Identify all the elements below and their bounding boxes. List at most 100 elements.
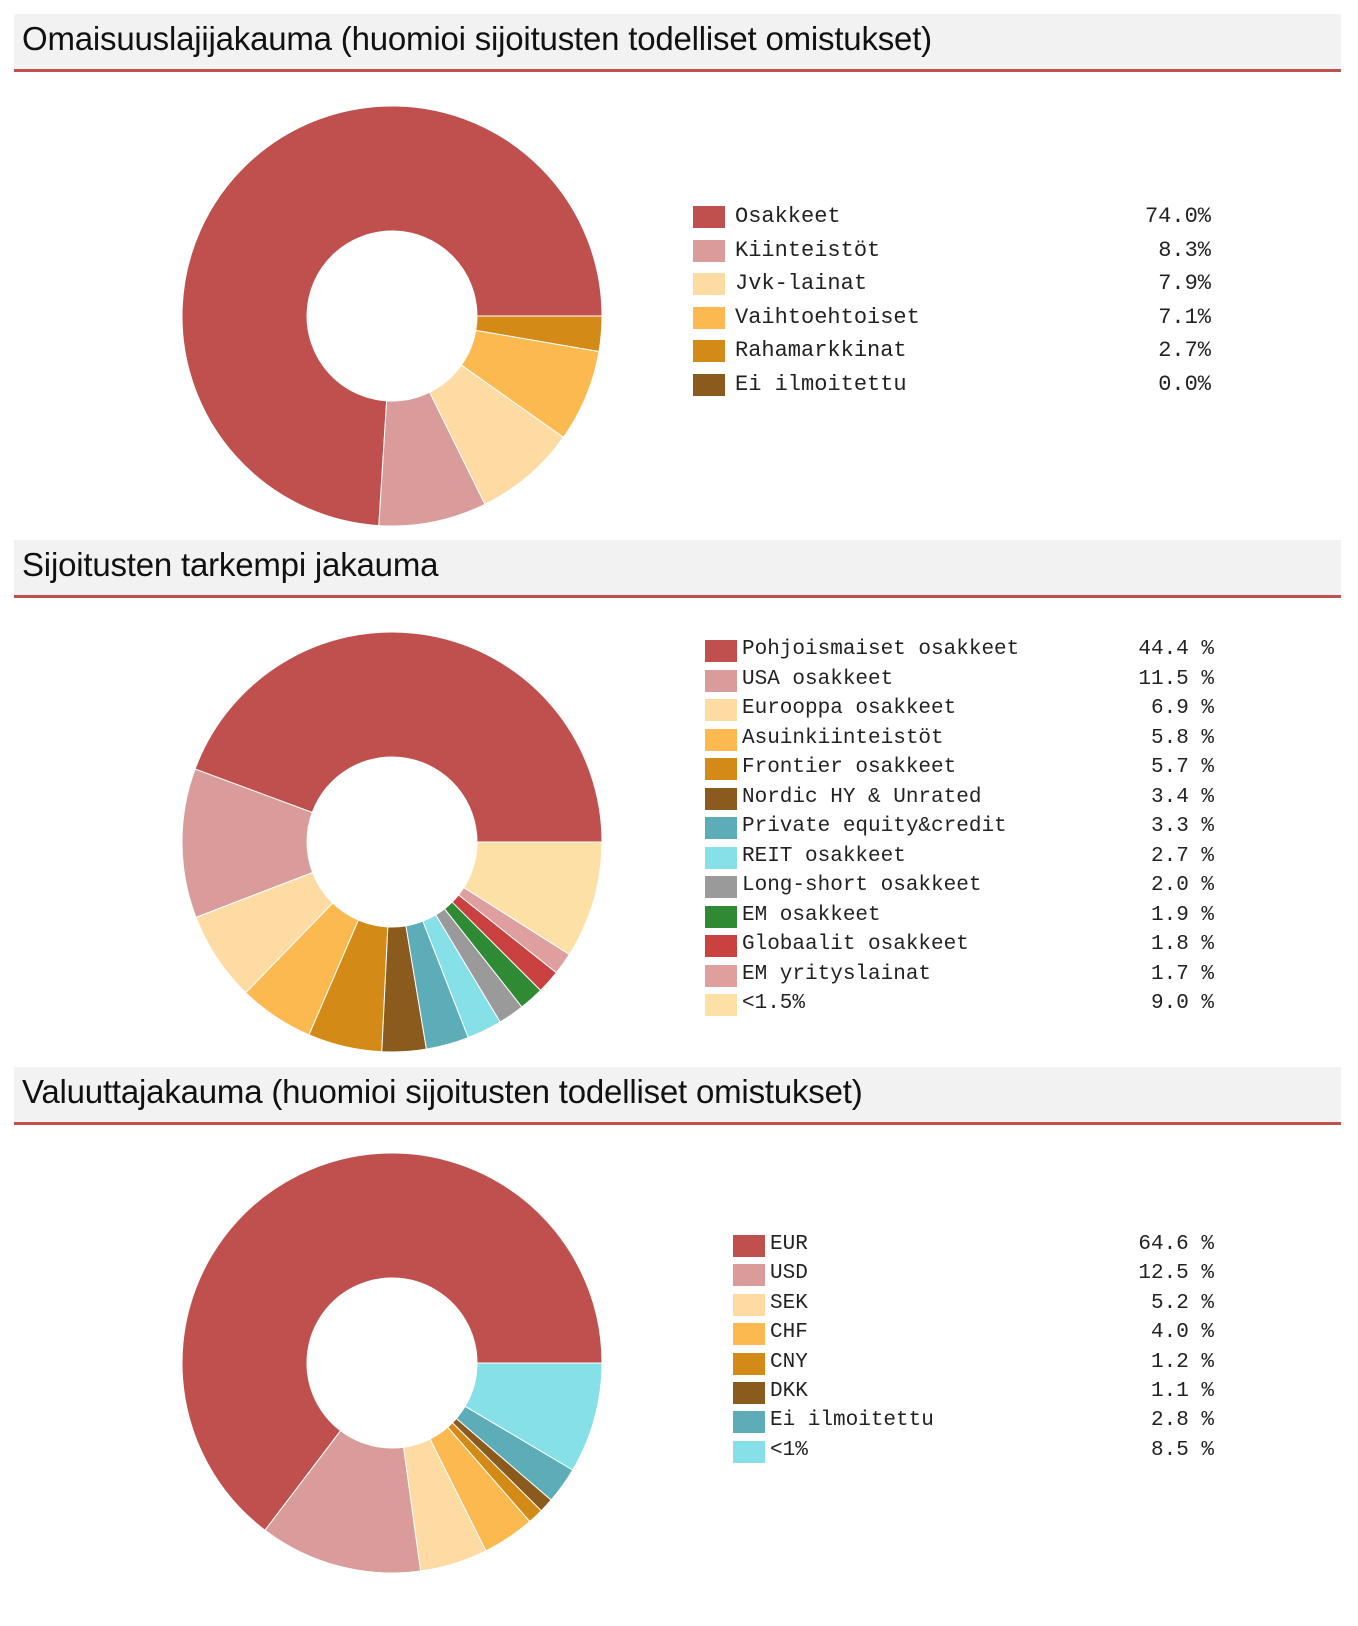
legend-label: Frontier osakkeet <box>742 756 957 779</box>
legend-value: 9.0 % <box>1150 992 1214 1015</box>
pie-slice-1-5 <box>463 841 603 956</box>
legend-label: Globaalit osakkeet <box>742 933 969 956</box>
legend-swatch <box>693 340 725 363</box>
legend-value: 0.0% <box>1158 372 1211 397</box>
legend-label: USD <box>770 1262 808 1286</box>
legend-entry-nordic-hy-unrated: Nordic HY & Unrated 3.4 % <box>705 786 1214 814</box>
legend-entry-asuinkiinteist-t: Asuinkiinteistöt 5.8 % <box>705 727 1214 755</box>
legend-value: 5.2 % <box>1150 1291 1214 1315</box>
legend-swatch <box>705 817 737 839</box>
legend-entry-sek: SEK 5.2 % <box>733 1292 1214 1320</box>
legend-swatch <box>705 699 737 721</box>
section-header: Omaisuuslajijakauma (huomioi sijoitusten… <box>14 14 1341 72</box>
legend-swatch <box>693 306 725 329</box>
legend-label: EM yrityslainat <box>742 962 932 986</box>
legend-value: 12.5 % <box>1138 1262 1214 1286</box>
legend-entry-usa-osakkeet: USA osakkeet 11.5 % <box>705 668 1214 696</box>
legend-entry-1-5: <1.5% 9.0 % <box>705 992 1214 1020</box>
detailed-allocation-donut-chart <box>181 631 603 1053</box>
legend-swatch <box>705 846 737 869</box>
legend-swatch <box>733 1293 765 1316</box>
legend-label: Kiinteistöt <box>735 237 881 263</box>
legend-swatch <box>733 1235 765 1257</box>
legend-label: Ei ilmoitettu <box>770 1409 934 1433</box>
legend-entry-eurooppa-osakkeet: Eurooppa osakkeet 6.9 % <box>705 697 1214 725</box>
pie-slice-usd <box>264 1429 422 1574</box>
legend-swatch <box>705 758 737 780</box>
legend-swatch <box>693 273 725 296</box>
legend-label: Nordic HY & Unrated <box>742 785 982 809</box>
legend-label: SEK <box>770 1291 808 1315</box>
asset-class-donut-chart <box>181 105 603 527</box>
legend-label: Eurooppa osakkeet <box>742 697 957 720</box>
legend-swatch <box>705 905 737 928</box>
legend-entry-em-osakkeet: EM osakkeet 1.9 % <box>705 904 1214 932</box>
legend-entry-eur: EUR 64.6 % <box>733 1233 1214 1261</box>
legend-label: REIT osakkeet <box>742 844 906 868</box>
legend-label: Pohjoismaiset osakkeet <box>742 638 1020 661</box>
section-title: Sijoitusten tarkempi jakauma <box>22 546 439 583</box>
legend-label: <1.5% <box>742 992 806 1015</box>
legend-swatch <box>705 787 737 810</box>
legend-entry-kiinteist-t: Kiinteistöt 8.3% <box>693 238 1211 266</box>
legend-entry-chf: CHF 4.0 % <box>733 1321 1214 1349</box>
legend-value: 5.7 % <box>1150 756 1214 779</box>
legend-value: 2.8 % <box>1150 1409 1214 1433</box>
legend-label: Rahamarkkinat <box>735 338 907 364</box>
legend-value: 1.1 % <box>1150 1380 1214 1403</box>
legend-swatch <box>733 1352 765 1375</box>
legend-label: CNY <box>770 1350 808 1374</box>
legend-label: Long-short osakkeet <box>742 874 982 897</box>
legend-label: CHF <box>770 1321 808 1345</box>
legend-swatch <box>705 728 737 751</box>
asset-class-legend: Osakkeet 74.0% Kiinteistöt 8.3% Jvk-lainat 7.… <box>693 204 1211 404</box>
asset-class-section: Omaisuuslajijakauma (huomioi sijoitusten… <box>0 14 1358 534</box>
legend-swatch <box>693 374 725 396</box>
legend-swatch <box>705 669 737 692</box>
legend-value: 8.5 % <box>1150 1438 1214 1462</box>
legend-value: 44.4 % <box>1138 638 1214 661</box>
legend-value: 11.5 % <box>1138 667 1214 691</box>
legend-entry-em-yrityslainat: EM yrityslainat 1.7 % <box>705 963 1214 991</box>
legend-value: 4.0 % <box>1150 1321 1214 1345</box>
legend-label: Osakkeet <box>735 204 841 229</box>
legend-value: 3.3 % <box>1150 815 1214 838</box>
legend-swatch <box>705 876 737 898</box>
pie-slice-rahamarkkinat <box>475 315 603 353</box>
pie-slice-eur <box>181 1152 603 1531</box>
legend-value: 64.6 % <box>1138 1233 1214 1256</box>
currency-legend: EUR 64.6 % USD 12.5 % SEK 5.2 % CHF 4.0 % CNY 1.2… <box>733 1233 1214 1473</box>
legend-swatch <box>705 964 737 987</box>
legend-value: 3.4 % <box>1150 785 1214 809</box>
legend-value: 8.3% <box>1158 237 1211 263</box>
legend-value: 7.9% <box>1158 271 1211 297</box>
section-header: Valuuttajakauma (huomioi sijoitusten tod… <box>14 1067 1341 1125</box>
section-title: Valuuttajakauma (huomioi sijoitusten tod… <box>22 1073 863 1110</box>
legend-entry-reit-osakkeet: REIT osakkeet 2.7 % <box>705 845 1214 873</box>
pie-slice-usa-osakkeet <box>181 768 314 919</box>
legend-value: 2.0 % <box>1150 874 1214 897</box>
legend-swatch <box>705 994 737 1016</box>
legend-label: EUR <box>770 1233 808 1256</box>
detailed-allocation-section: Sijoitusten tarkempi jakauma Pohjoismais… <box>0 540 1358 1060</box>
legend-label: Vaihtoehtoiset <box>735 304 920 330</box>
legend-swatch <box>693 239 725 262</box>
legend-entry-cny: CNY 1.2 % <box>733 1351 1214 1379</box>
section-title: Omaisuuslajijakauma (huomioi sijoitusten… <box>22 20 932 57</box>
legend-label: USA osakkeet <box>742 667 894 691</box>
legend-value: 2.7% <box>1158 338 1211 364</box>
legend-value: 1.7 % <box>1150 962 1214 986</box>
legend-swatch <box>705 640 737 662</box>
legend-swatch <box>733 1382 765 1404</box>
legend-swatch <box>733 1264 765 1287</box>
legend-entry-frontier-osakkeet: Frontier osakkeet 5.7 % <box>705 756 1214 784</box>
detailed-allocation-legend: Pohjoismaiset osakkeet 44.4 % USA osakkeet… <box>705 638 1214 1028</box>
legend-entry-ei-ilmoitettu: Ei ilmoitettu 0.0% <box>693 372 1211 400</box>
legend-value: 1.2 % <box>1150 1350 1214 1374</box>
legend-value: 1.9 % <box>1150 903 1214 927</box>
legend-label: <1% <box>770 1438 808 1462</box>
legend-entry-1: <1% 8.5 % <box>733 1439 1214 1467</box>
legend-value: 7.1% <box>1158 304 1211 330</box>
legend-swatch <box>733 1323 765 1346</box>
legend-entry-globaalit-osakkeet: Globaalit osakkeet 1.8 % <box>705 933 1214 961</box>
